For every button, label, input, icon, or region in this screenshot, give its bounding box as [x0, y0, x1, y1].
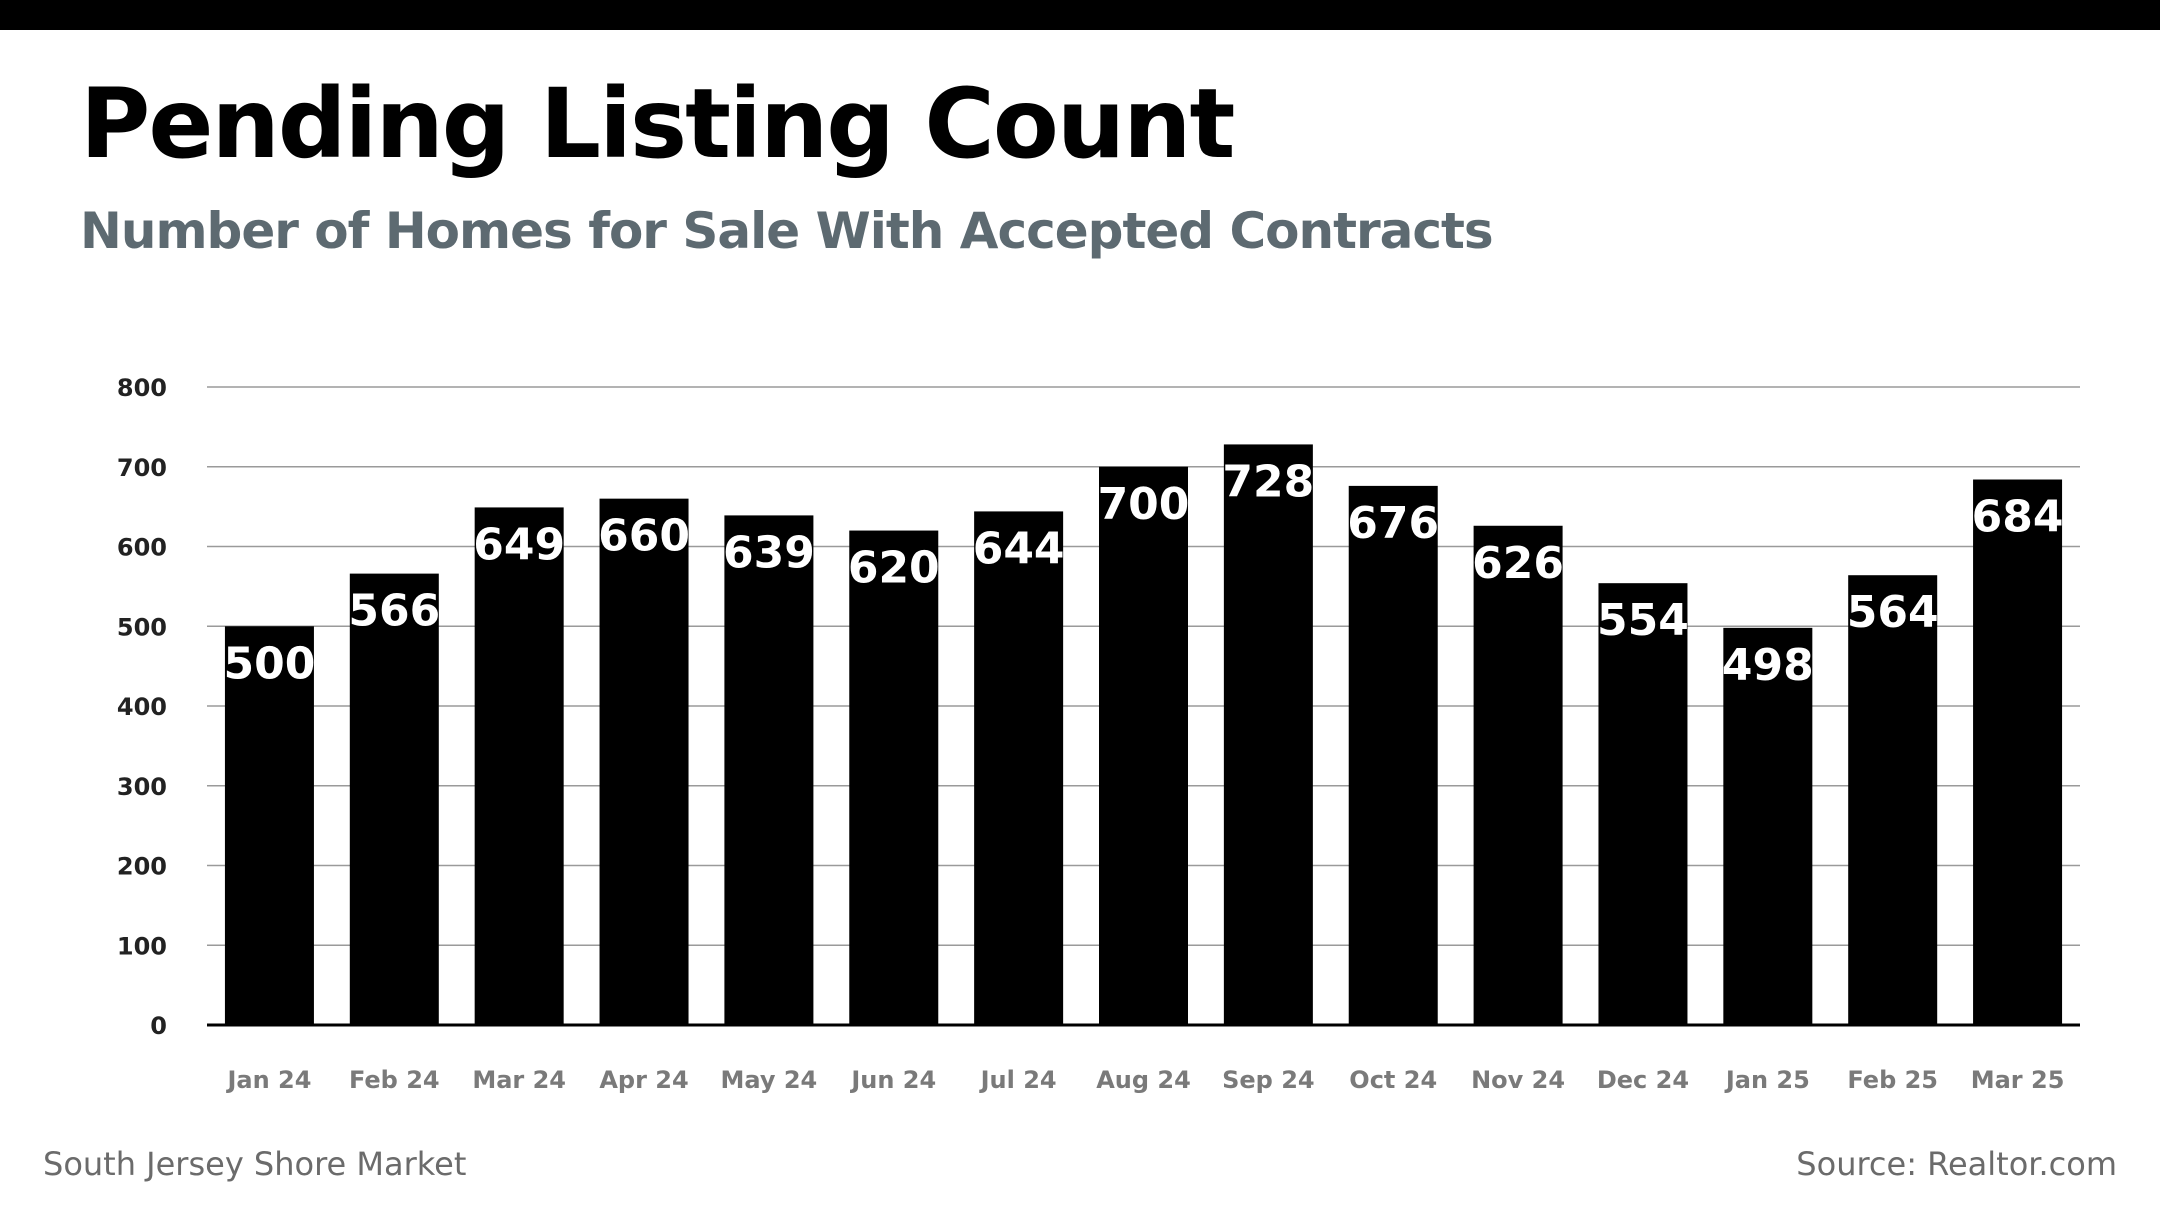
- top-bar: [0, 0, 2160, 30]
- bar-mar-24: [474, 507, 564, 1025]
- data-label: 566: [348, 586, 440, 637]
- data-label: 644: [973, 523, 1065, 574]
- y-tick-label-0: 0: [150, 1012, 167, 1040]
- data-label: 498: [1722, 640, 1814, 691]
- x-tick-label: Mar 24: [472, 1066, 566, 1094]
- x-tick-label: Oct 24: [1349, 1066, 1437, 1094]
- x-tick-label: May 24: [721, 1066, 818, 1094]
- data-label: 700: [1098, 479, 1190, 530]
- x-tick-label: Feb 24: [349, 1066, 440, 1094]
- x-tick-label: Feb 25: [1847, 1066, 1938, 1094]
- data-label: 684: [1972, 492, 2064, 543]
- y-tick-label-100: 100: [117, 932, 167, 960]
- y-tick-label-400: 400: [117, 693, 167, 721]
- y-tick-label-600: 600: [117, 534, 167, 562]
- x-tick-label: Jul 24: [979, 1066, 1057, 1094]
- x-tick-label: Mar 25: [1971, 1066, 2065, 1094]
- data-label: 564: [1847, 587, 1939, 638]
- bar-apr-24: [599, 498, 689, 1025]
- data-label: 500: [224, 638, 316, 689]
- bar-jun-24: [849, 530, 939, 1025]
- bar-nov-24: [1473, 525, 1563, 1025]
- x-tick-label: Dec 24: [1597, 1066, 1689, 1094]
- bar-dec-24: [1598, 583, 1688, 1025]
- data-label: 676: [1347, 498, 1439, 549]
- x-tick-label: Nov 24: [1471, 1066, 1565, 1094]
- data-label: 649: [473, 519, 565, 570]
- bar-sep-24: [1223, 444, 1313, 1025]
- data-label: 554: [1597, 595, 1689, 646]
- bar-may-24: [724, 515, 814, 1025]
- x-tick-label: Jan 24: [225, 1066, 311, 1094]
- y-tick-label-800: 800: [117, 374, 167, 402]
- x-tick-label: Apr 24: [599, 1066, 688, 1094]
- data-label: 639: [723, 527, 815, 578]
- bar-feb-25: [1848, 575, 1938, 1025]
- y-tick-label-200: 200: [117, 853, 167, 881]
- data-label: 728: [1222, 456, 1314, 507]
- bar-jan-24: [224, 626, 314, 1025]
- data-label: 620: [848, 543, 940, 594]
- chart-title: Pending Listing Count: [80, 68, 1235, 180]
- bar-jan-25: [1723, 627, 1813, 1025]
- y-tick-label-300: 300: [117, 773, 167, 801]
- y-tick-label-500: 500: [117, 613, 167, 641]
- bar-mar-25: [1973, 479, 2063, 1025]
- chart-subtitle: Number of Homes for Sale With Accepted C…: [80, 202, 1494, 260]
- source-label: Source: Realtor.com: [1796, 1145, 2117, 1183]
- x-tick-label: Jan 25: [1724, 1066, 1810, 1094]
- x-tick-label: Jun 24: [849, 1066, 936, 1094]
- x-tick-label: Aug 24: [1096, 1066, 1191, 1094]
- bar-aug-24: [1099, 466, 1188, 1025]
- bar-oct-24: [1348, 485, 1438, 1025]
- market-label: South Jersey Shore Market: [43, 1145, 467, 1183]
- y-tick-label-700: 700: [117, 454, 167, 482]
- bar-feb-24: [349, 573, 439, 1025]
- data-label: 626: [1472, 538, 1564, 589]
- x-tick-label: Sep 24: [1222, 1066, 1315, 1094]
- data-label: 660: [598, 511, 690, 562]
- bar-jul-24: [974, 511, 1064, 1025]
